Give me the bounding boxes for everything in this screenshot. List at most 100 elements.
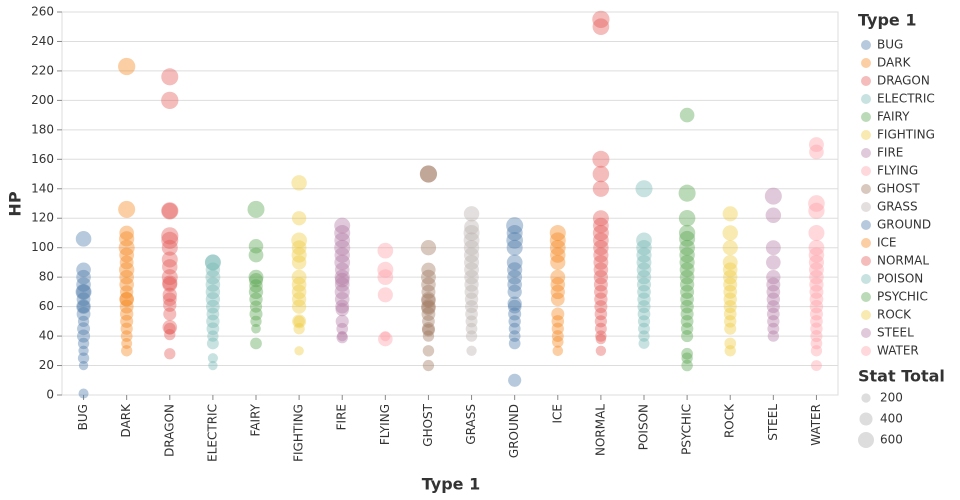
point: [506, 232, 523, 249]
point: [334, 247, 350, 263]
point: [465, 322, 478, 335]
point: [161, 68, 179, 86]
point: [334, 232, 351, 249]
point: [552, 336, 564, 348]
point: [680, 284, 695, 299]
point: [205, 277, 221, 292]
point: [162, 259, 178, 275]
point: [766, 255, 781, 270]
point: [161, 202, 179, 220]
point: [722, 206, 738, 222]
point: [161, 231, 179, 249]
point: [637, 300, 651, 314]
point: [421, 284, 436, 299]
y-tick-label: 180: [31, 122, 54, 136]
point: [334, 254, 351, 271]
point: [681, 352, 693, 364]
point: [119, 231, 135, 247]
point: [291, 247, 307, 263]
point: [420, 240, 437, 256]
point: [377, 242, 394, 259]
point: [593, 269, 609, 285]
point: [507, 296, 522, 311]
point: [205, 262, 221, 278]
x-tick-label: STEEL: [766, 404, 780, 441]
point: [809, 299, 824, 314]
point: [550, 269, 566, 285]
point: [334, 284, 350, 300]
point: [508, 322, 521, 335]
point: [466, 345, 477, 356]
point: [161, 91, 179, 110]
point: [808, 195, 825, 212]
point: [205, 292, 221, 307]
point: [810, 360, 822, 372]
point: [810, 345, 823, 357]
point: [678, 209, 696, 227]
legend-label: WATER: [877, 344, 919, 358]
legend-label: ICE: [877, 236, 897, 250]
point: [506, 254, 523, 271]
legend-label: NORMAL: [877, 254, 929, 268]
x-axis-title: Type 1: [422, 475, 480, 494]
point: [77, 300, 91, 314]
point: [250, 337, 262, 350]
point: [419, 165, 438, 183]
point: [722, 262, 738, 278]
point: [551, 315, 565, 328]
point: [463, 232, 480, 249]
x-tick-label: GROUND: [507, 404, 521, 458]
y-tick-label: 160: [31, 152, 54, 166]
point: [808, 224, 825, 241]
point: [809, 144, 824, 160]
point: [77, 315, 90, 328]
y-tick-label: 220: [31, 63, 54, 77]
point: [164, 328, 176, 341]
point: [809, 269, 824, 285]
point: [120, 330, 133, 342]
point: [78, 360, 89, 371]
point: [291, 277, 307, 292]
point: [724, 315, 737, 328]
x-tick-label: FIRE: [335, 404, 349, 430]
legend-label: POISON: [877, 272, 923, 286]
point: [810, 322, 823, 335]
size-legend-symbol: [858, 432, 874, 448]
point: [808, 247, 825, 263]
point: [163, 298, 177, 312]
x-tick-label: POISON: [637, 404, 651, 450]
point: [681, 347, 693, 360]
point: [378, 331, 393, 347]
point: [765, 240, 781, 256]
point: [637, 307, 651, 321]
point: [334, 291, 350, 307]
point: [77, 322, 91, 336]
legend-symbol: [861, 130, 871, 140]
point: [162, 287, 177, 302]
point: [638, 322, 650, 335]
point: [119, 307, 134, 321]
y-tick-label: 260: [31, 5, 54, 19]
point: [120, 322, 133, 335]
point: [463, 247, 480, 263]
point: [594, 307, 608, 321]
point: [421, 322, 435, 336]
point: [334, 269, 350, 285]
point: [508, 307, 522, 321]
x-tick-label: GHOST: [421, 403, 435, 446]
point: [722, 240, 738, 256]
point: [335, 299, 350, 314]
point: [464, 277, 479, 292]
point: [76, 299, 91, 314]
point: [207, 353, 218, 364]
legend-symbol: [861, 76, 871, 86]
point: [679, 269, 695, 285]
point: [78, 388, 89, 399]
point: [161, 239, 178, 256]
legend-label: FLYING: [877, 164, 918, 178]
point: [681, 359, 693, 372]
point: [593, 277, 608, 292]
point: [679, 230, 696, 247]
point: [636, 277, 652, 292]
point: [76, 277, 91, 292]
